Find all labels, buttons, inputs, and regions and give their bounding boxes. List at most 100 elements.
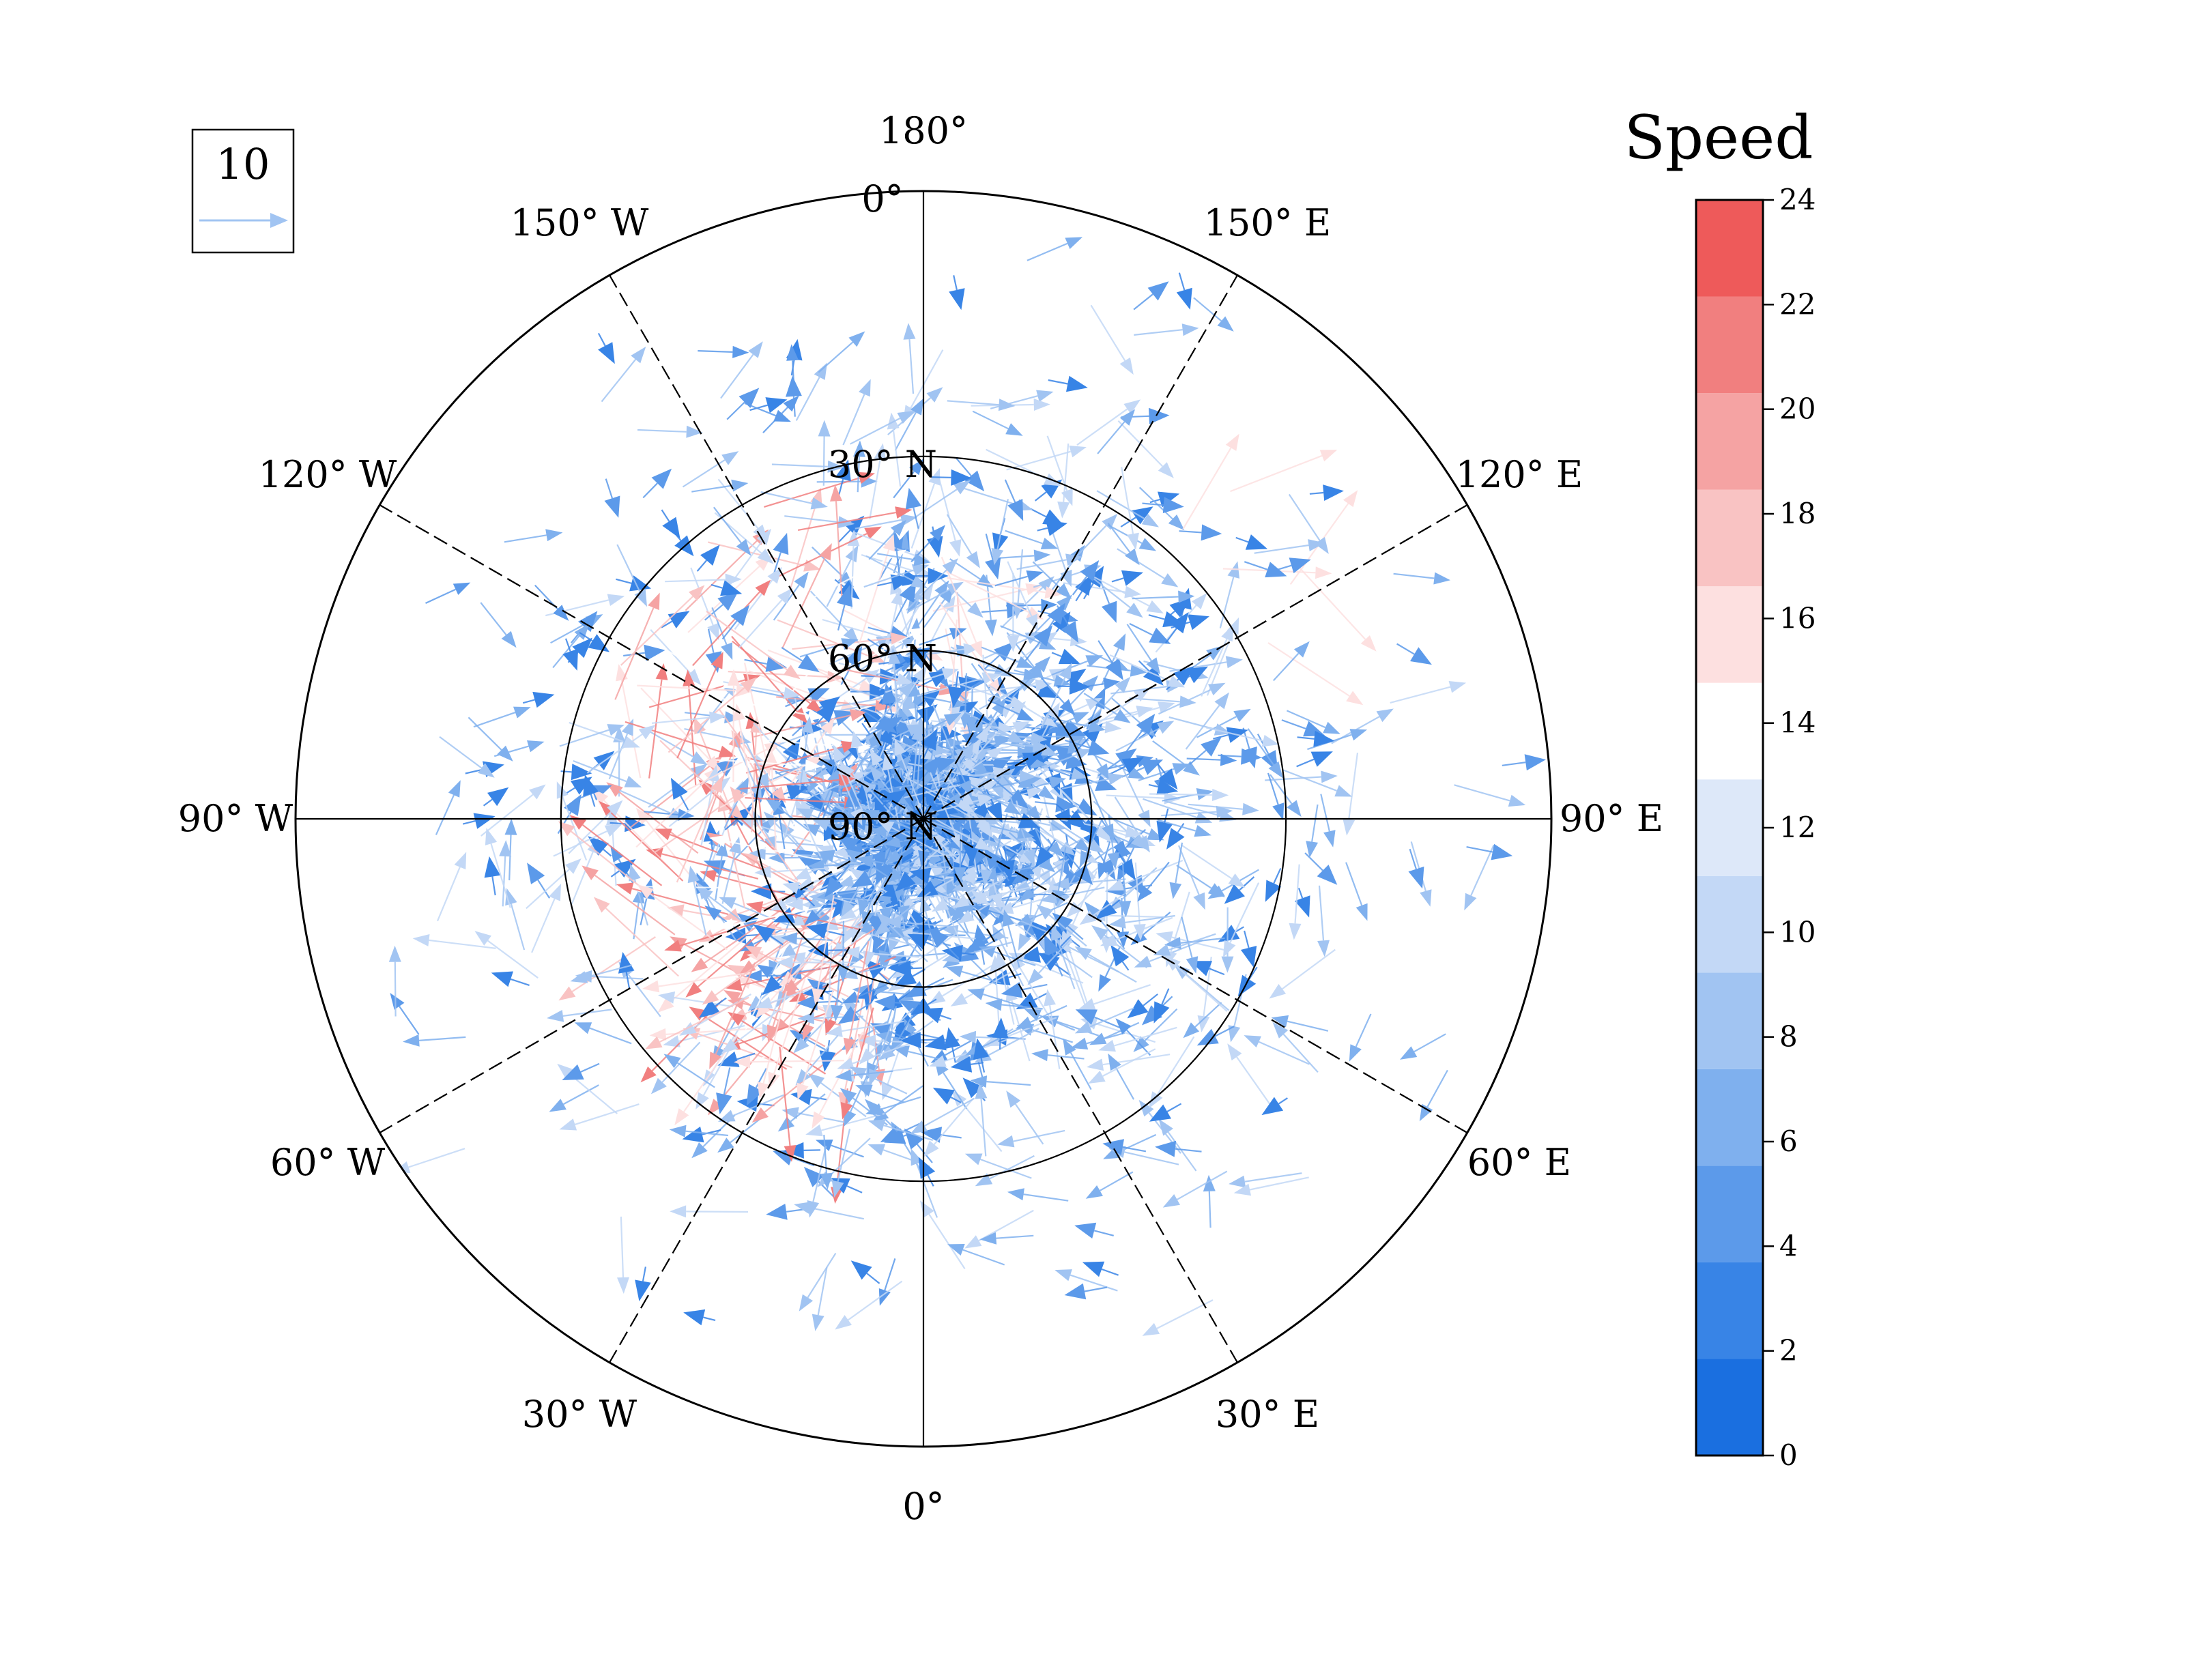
wind-vector-shaft xyxy=(1061,778,1109,790)
wind-vector-head xyxy=(1018,678,1036,692)
wind-vector-head xyxy=(904,981,927,998)
wind-vector-shaft xyxy=(1048,914,1087,947)
wind-vector-head xyxy=(757,1082,770,1099)
wind-vector-head xyxy=(1142,1322,1160,1336)
wind-vector-shaft xyxy=(661,853,759,880)
wind-vector-head xyxy=(613,725,626,742)
wind-vector-head xyxy=(1103,678,1121,691)
wind-vector-head xyxy=(1261,734,1280,747)
wind-vector-shaft xyxy=(749,689,789,699)
wind-vector-head xyxy=(729,837,741,854)
wind-vector-head xyxy=(1162,497,1184,514)
wind-vector-shaft xyxy=(468,716,502,751)
wind-vector-head xyxy=(686,425,703,438)
wind-vector-head xyxy=(1002,909,1014,927)
wind-vector-head xyxy=(1007,730,1025,744)
wind-vector-head xyxy=(921,728,937,751)
wind-vector-head xyxy=(727,669,740,686)
wind-vector-shaft xyxy=(852,1043,910,1065)
wind-vector-head xyxy=(894,738,906,756)
wind-vector-shaft xyxy=(1020,983,1048,991)
wind-vector-head xyxy=(655,828,672,841)
wind-vector-head xyxy=(1113,709,1131,723)
wind-vector-shaft xyxy=(721,852,736,904)
wind-vector-head xyxy=(691,1142,708,1159)
wind-vector-shaft xyxy=(784,856,824,859)
wind-vector-shaft xyxy=(1213,734,1229,740)
wind-vector-shaft xyxy=(591,975,644,980)
wind-vector-head xyxy=(997,1135,1015,1148)
wind-vector-shaft xyxy=(738,719,756,813)
wind-vector-head xyxy=(867,1119,886,1131)
wind-vector-head xyxy=(1125,826,1143,838)
wind-vector-head xyxy=(635,1279,651,1302)
wind-vector-shaft xyxy=(1026,809,1045,849)
wind-vector-shaft xyxy=(569,721,625,743)
longitude-label: 120° E xyxy=(1456,453,1583,496)
wind-vector-head xyxy=(717,1051,740,1067)
colorbar-segment xyxy=(1696,779,1763,876)
wind-vector-head xyxy=(1080,560,1100,582)
wind-vector-shaft xyxy=(755,1068,767,1088)
wind-vector-shaft xyxy=(462,820,476,825)
wind-vector-shaft xyxy=(1114,1026,1177,1047)
wind-vector-head xyxy=(1033,399,1050,411)
wind-vector-shaft xyxy=(771,463,828,467)
wind-vector-head xyxy=(777,1116,795,1132)
wind-vector-head xyxy=(972,758,989,774)
wind-vector-shaft xyxy=(850,1075,868,1112)
wind-vector-shaft xyxy=(1075,591,1083,602)
wind-vector-head xyxy=(1044,989,1056,1006)
wind-vector-shaft xyxy=(1032,561,1061,589)
wind-vector-shaft xyxy=(708,895,754,930)
wind-vector-shaft xyxy=(1466,846,1493,853)
wind-vector-shaft xyxy=(1254,544,1309,554)
wind-vector-head xyxy=(642,980,660,993)
wind-vector-shaft xyxy=(1063,443,1070,502)
wind-vector-head xyxy=(624,775,642,787)
wind-vector-shaft xyxy=(1249,1176,1309,1191)
wind-vector-shaft xyxy=(1014,669,1055,682)
wind-vector-head xyxy=(720,580,743,596)
wind-vector-shaft xyxy=(429,939,496,949)
wind-vector-head xyxy=(1016,656,1034,668)
wind-vector-head xyxy=(883,773,905,790)
wind-vector-shaft xyxy=(637,684,737,692)
wind-vector-head xyxy=(491,971,513,987)
wind-vector-head xyxy=(929,1055,947,1067)
wind-vector-shaft xyxy=(866,1273,880,1284)
wind-vector-head xyxy=(454,852,467,870)
wind-vector-head xyxy=(831,1180,844,1198)
wind-vector-head xyxy=(865,1103,883,1116)
wind-vector-shaft xyxy=(1090,304,1126,362)
wind-vector-head xyxy=(1146,600,1164,613)
wind-vector-head xyxy=(736,539,751,556)
wind-vector-shaft xyxy=(779,1046,791,1146)
wind-vector-head xyxy=(919,895,932,913)
wind-vector-shaft xyxy=(764,931,831,1007)
wind-vector-head xyxy=(1131,506,1153,525)
wind-vector-shaft xyxy=(1177,822,1185,833)
wind-vector-shaft xyxy=(887,854,917,872)
wind-vector-shaft xyxy=(854,845,874,858)
wind-vector-shaft xyxy=(487,940,539,979)
wind-vector-head xyxy=(830,484,842,502)
wind-vector-shaft xyxy=(483,798,493,807)
wind-vector-head xyxy=(705,755,721,772)
wind-vector-shaft xyxy=(734,1008,781,1045)
wind-vector-head xyxy=(1080,1017,1098,1030)
wind-vector-shaft xyxy=(857,716,866,723)
wind-vector-shaft xyxy=(905,692,951,704)
wind-vector-head xyxy=(1079,910,1097,925)
wind-vector-head xyxy=(755,579,771,596)
wind-vector-head xyxy=(1183,1022,1200,1039)
wind-vector-head xyxy=(818,850,835,862)
wind-vector-shaft xyxy=(564,638,571,652)
wind-vector-head xyxy=(1183,761,1200,776)
wind-vector-shaft xyxy=(711,607,728,646)
wind-vector-head xyxy=(604,495,620,518)
wind-vector-shaft xyxy=(915,593,941,628)
wind-vector-head xyxy=(453,582,471,595)
wind-vector-shaft xyxy=(943,1072,968,1110)
wind-vector-head xyxy=(1096,826,1113,843)
